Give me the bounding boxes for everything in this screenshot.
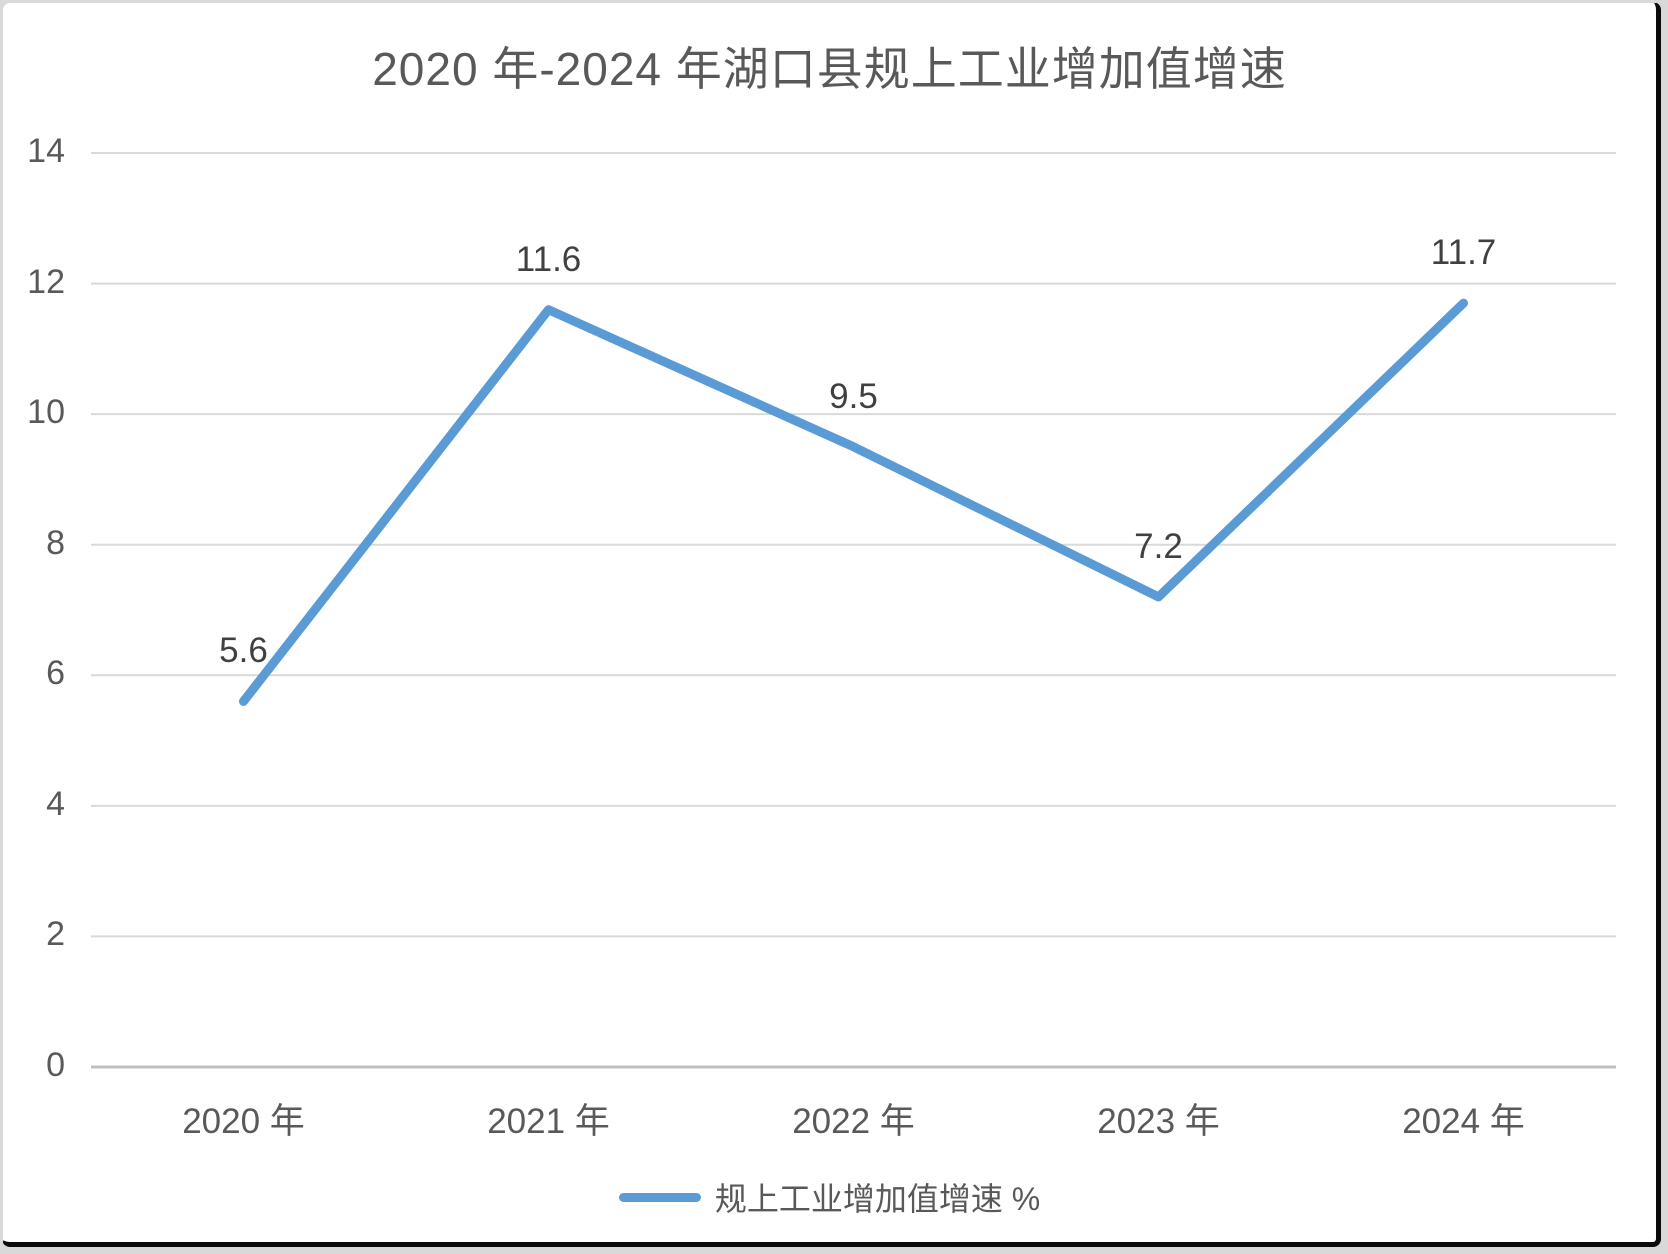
data-label: 11.6 (515, 239, 582, 279)
legend-label: 规上工业增加值增速 % (714, 1181, 1041, 1217)
x-tick-label: 2022 年 (792, 1102, 915, 1141)
y-tick-label: 0 (46, 1045, 65, 1084)
x-tick-label: 2024 年 (1402, 1102, 1525, 1141)
legend-line-swatch (618, 1192, 701, 1202)
chart-title: 2020 年-2024 年湖口县规上工业增加值增速 (372, 43, 1287, 95)
data-label: 11.7 (1430, 233, 1497, 273)
line-plot (91, 152, 1616, 1069)
legend: 规上工业增加值增速 % (3, 1175, 1656, 1219)
y-tick-label: 4 (46, 784, 65, 823)
y-tick-label: 14 (27, 131, 65, 170)
y-tick-label: 12 (27, 262, 65, 301)
data-label: 7.2 (1134, 526, 1183, 566)
data-label: 5.6 (219, 631, 268, 671)
series-line (239, 298, 1468, 706)
y-tick-label: 10 (27, 393, 65, 432)
x-tick-label: 2023 年 (1097, 1102, 1220, 1141)
x-tick-label: 2020 年 (182, 1102, 305, 1141)
y-tick-label: 2 (46, 915, 65, 954)
data-label: 9.5 (829, 376, 878, 416)
y-tick-label: 8 (46, 523, 65, 562)
x-tick-label: 2021 年 (487, 1102, 610, 1141)
y-tick-label: 6 (46, 654, 65, 693)
